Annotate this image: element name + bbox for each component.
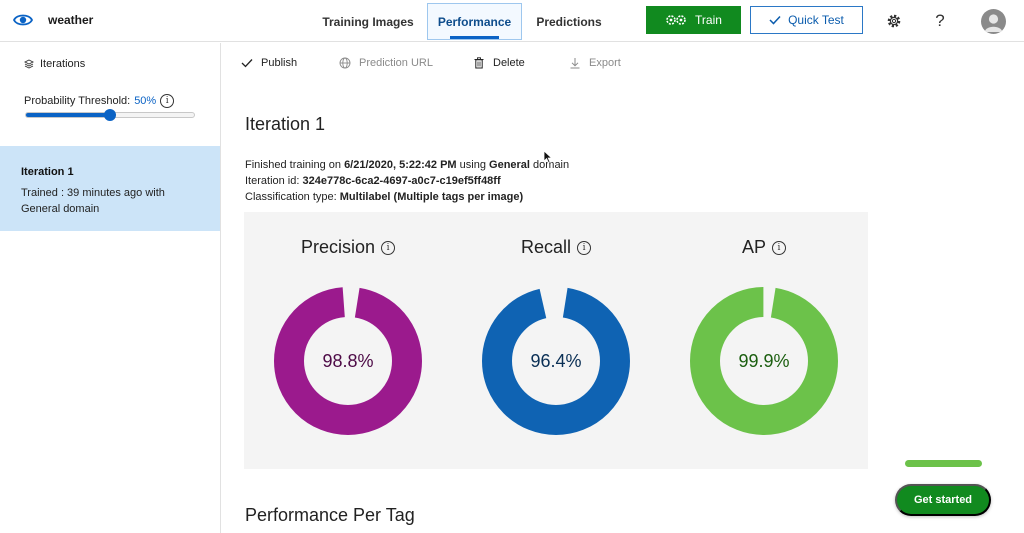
training-info-line: Finished training on 6/21/2020, 5:22:42 …: [245, 157, 569, 173]
probability-threshold: Probability Threshold: 50% i: [24, 94, 175, 108]
publish-button[interactable]: Publish: [241, 57, 297, 69]
metric-recall: Recall i 96.4%: [452, 212, 660, 469]
tab-predictions-label: Predictions: [536, 14, 602, 29]
download-icon: [570, 58, 580, 69]
trash-icon: [474, 57, 484, 69]
get-started-label: Get started: [913, 494, 973, 506]
metric-ap-title: AP i: [660, 237, 868, 258]
metric-recall-title: Recall i: [452, 237, 660, 258]
metrics-panel: Precision i 98.8% Recall i 96.4% AP i 99…: [244, 212, 868, 469]
gear-icon[interactable]: [884, 11, 904, 31]
tab-performance-label: Performance: [437, 14, 512, 29]
metric-precision-title: Precision i: [244, 237, 452, 258]
metric-ap-name: AP: [741, 237, 766, 257]
mouse-cursor-icon: [543, 150, 553, 164]
ap-donut: [690, 287, 838, 435]
precision-donut: [274, 287, 422, 435]
training-suffix: domain: [529, 159, 570, 171]
training-domain: General: [489, 159, 530, 171]
avatar[interactable]: [981, 9, 1006, 34]
classification-type-prefix: Classification type:: [245, 191, 340, 203]
project-name: weather: [48, 13, 94, 27]
threshold-slider-fill: [26, 113, 110, 117]
classification-type: Multilabel (Multiple tags per image): [339, 191, 524, 203]
metric-precision: Precision i 98.8%: [244, 212, 452, 469]
recall-value: 96.4%: [530, 350, 582, 371]
info-icon[interactable]: i: [381, 240, 396, 255]
iterations-heading: Iterations: [24, 58, 85, 70]
info-icon[interactable]: i: [772, 240, 786, 255]
help-icon[interactable]: ?: [930, 11, 950, 31]
train-button[interactable]: Train: [646, 6, 741, 34]
eye-icon[interactable]: [12, 9, 34, 31]
classification-type-line: Classification type: Multilabel (Multipl…: [245, 189, 569, 205]
threshold-label: Probability Threshold:: [24, 95, 131, 107]
threshold-slider[interactable]: [25, 109, 195, 121]
threshold-slider-handle[interactable]: [104, 109, 116, 121]
iteration-id-prefix: Iteration id:: [245, 175, 303, 187]
check-icon: [769, 15, 781, 25]
metric-recall-name: Recall: [520, 237, 572, 257]
gears-icon: [666, 15, 686, 25]
get-started-progress-fill: [905, 460, 982, 467]
train-button-label: Train: [695, 13, 722, 27]
iteration-info: Finished training on 6/21/2020, 5:22:42 …: [245, 157, 569, 205]
tab-training-images[interactable]: Training Images: [318, 3, 418, 40]
page-title: Iteration 1: [245, 114, 326, 134]
info-icon[interactable]: i: [577, 240, 592, 255]
delete-label: Delete: [493, 57, 525, 69]
quick-test-button[interactable]: Quick Test: [750, 6, 863, 34]
training-date: 6/21/2020, 5:22:42 PM: [344, 159, 457, 171]
help-icon-glyph: ?: [935, 11, 945, 30]
threshold-value: 50%: [134, 95, 157, 107]
publish-label: Publish: [261, 57, 298, 69]
training-mid: using: [456, 159, 490, 171]
iterations-heading-label: Iterations: [40, 58, 86, 70]
iteration-id: 324e778c-6ca2-4697-a0c7-c19ef5ff48ff: [302, 175, 501, 187]
tab-training-images-label: Training Images: [322, 14, 414, 29]
tab-performance[interactable]: Performance: [427, 3, 522, 40]
precision-donut-arc: [274, 287, 422, 435]
sidebar-item-iteration-1[interactable]: Iteration 1 Trained : 39 minutes ago wit…: [0, 146, 220, 231]
ap-value: 99.9%: [738, 350, 790, 371]
quick-test-button-label: Quick Test: [788, 13, 844, 27]
performance-per-tag-heading: Performance Per Tag: [245, 505, 415, 525]
check-icon: [241, 59, 253, 68]
prediction-url-button[interactable]: Prediction URL: [339, 57, 433, 69]
tab-predictions[interactable]: Predictions: [530, 3, 608, 40]
iteration-title: Iteration 1: [21, 166, 74, 178]
iteration-id-line: Iteration id: 324e778c-6ca2-4697-a0c7-c1…: [245, 173, 569, 189]
recall-donut: [482, 287, 630, 435]
info-icon[interactable]: i: [160, 94, 175, 108]
export-button[interactable]: Export: [569, 57, 621, 69]
get-started-progress: [905, 460, 982, 467]
globe-icon: [339, 57, 351, 69]
precision-value: 98.8%: [322, 350, 374, 371]
training-prefix: Finished training on: [245, 159, 345, 171]
sidebar: Iterations Probability Threshold: 50% i …: [0, 43, 221, 533]
iteration-description: Trained : 39 minutes ago with General do…: [21, 187, 165, 215]
get-started-button[interactable]: Get started: [895, 484, 991, 516]
top-header: weather Training Images Performance Pred…: [0, 0, 1024, 42]
metric-ap: AP i 99.9%: [660, 212, 868, 469]
prediction-url-label: Prediction URL: [359, 57, 433, 69]
export-label: Export: [589, 57, 621, 69]
metric-precision-name: Precision: [300, 237, 376, 257]
delete-button[interactable]: Delete: [473, 57, 525, 69]
recall-donut-arc: [482, 287, 630, 435]
layers-icon: [24, 59, 34, 69]
